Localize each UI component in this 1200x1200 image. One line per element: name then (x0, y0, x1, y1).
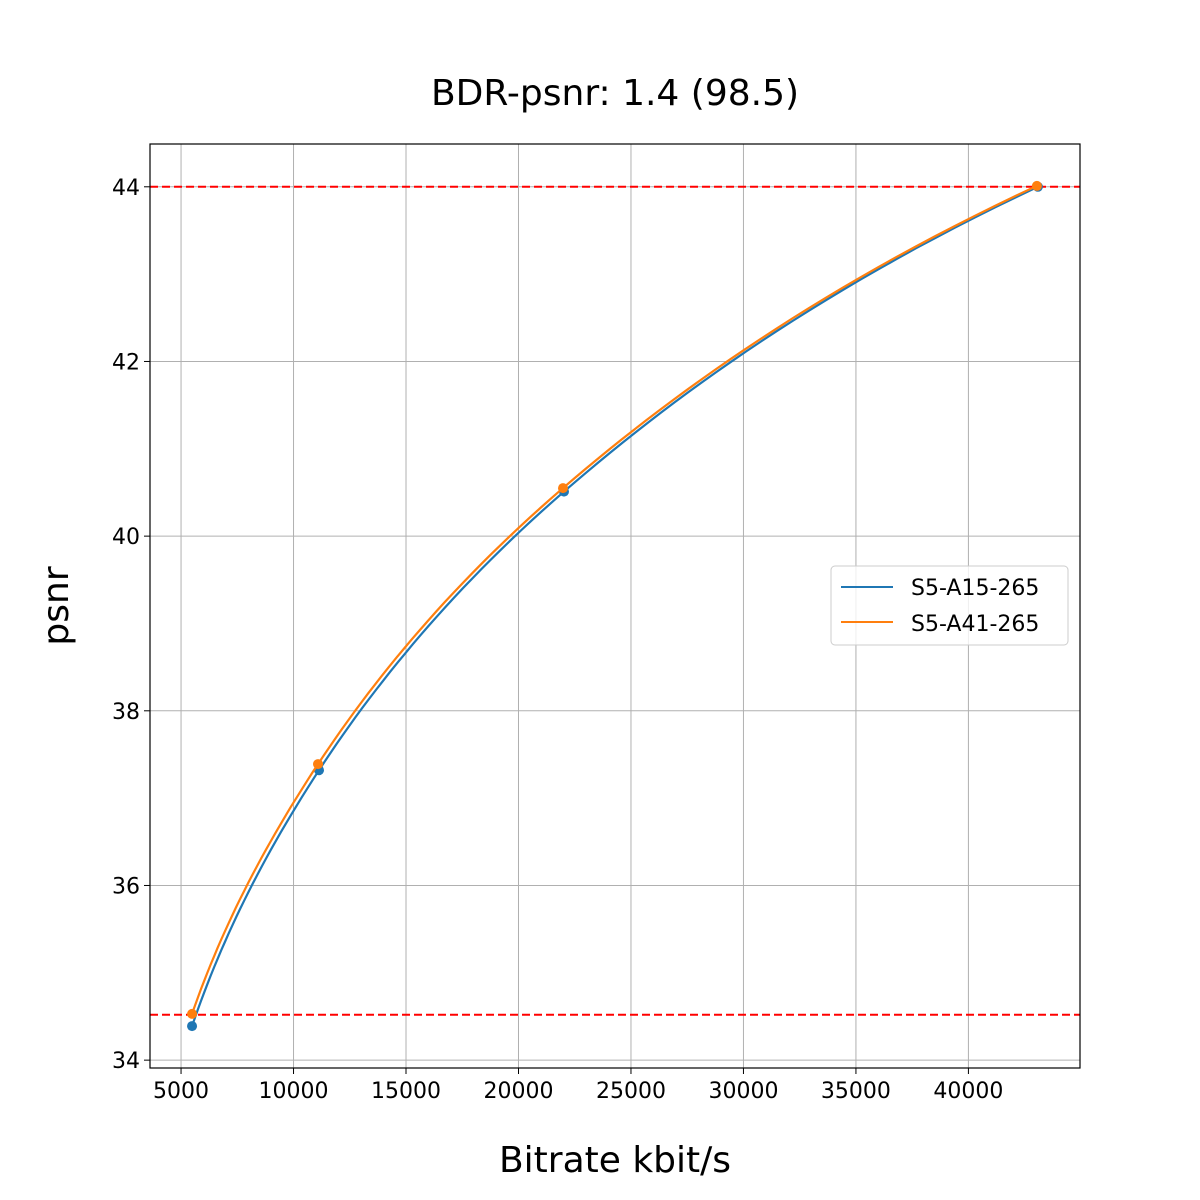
series-line-s5-a41-265 (190, 184, 1038, 1015)
y-tick-label: 36 (112, 874, 140, 899)
x-tick-label: 30000 (708, 1079, 778, 1104)
legend: S5-A15-265 S5-A41-265 (830, 565, 1069, 646)
x-tick-label: 10000 (259, 1079, 329, 1104)
y-axis-label: psnr (36, 566, 77, 645)
y-tick-label: 40 (112, 525, 140, 550)
x-tick-label: 15000 (371, 1079, 441, 1104)
series-line-s5-a15-265 (190, 185, 1039, 1027)
y-tick-label: 42 (112, 350, 140, 375)
data-point-s5-a41-265 (1031, 180, 1042, 191)
x-tick-label: 35000 (821, 1079, 891, 1104)
data-point-s5-a15-265 (187, 1021, 198, 1032)
y-tick-label: 44 (112, 176, 140, 201)
reference-lines (150, 185, 1080, 1016)
data-point-s5-a41-265 (557, 483, 568, 494)
grid (150, 144, 1080, 1068)
data-point-s5-a41-265 (187, 1008, 198, 1019)
ticks: 5000 10000 15000 20000 25000 30000 35000 40000 3… (112, 176, 1003, 1104)
legend-label-s5-a15-265: S5-A15-265 (911, 576, 1039, 601)
y-tick-label: 38 (112, 700, 140, 725)
legend-label-s5-a41-265: S5-A41-265 (911, 612, 1039, 637)
x-tick-label: 40000 (933, 1079, 1003, 1104)
plot-frame (149, 143, 1081, 1069)
y-tick-label: 34 (112, 1049, 140, 1074)
x-tick-label: 20000 (483, 1079, 553, 1104)
x-tick-label: 5000 (153, 1079, 209, 1104)
series (187, 180, 1043, 1032)
chart-title: BDR-psnr: 1.4 (98.5) (431, 73, 799, 114)
x-tick-label: 25000 (596, 1079, 666, 1104)
data-point-s5-a41-265 (313, 759, 324, 770)
x-axis-label: Bitrate kbit/s (499, 1140, 731, 1181)
